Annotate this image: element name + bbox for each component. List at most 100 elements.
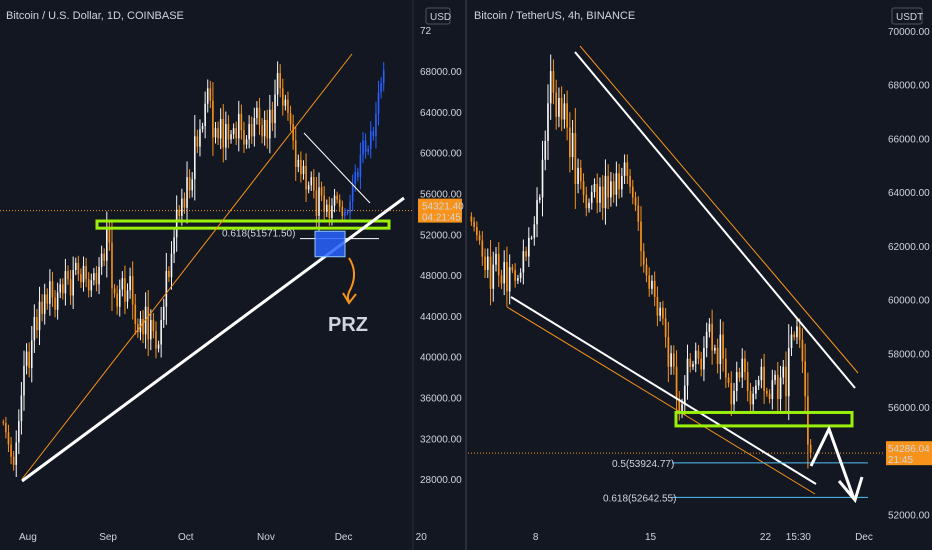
time-tick-label: 22 [760, 532, 772, 543]
candle-body [662, 307, 664, 319]
right-price-tag[interactable]: 54286.04 21:45 [886, 441, 932, 466]
candle-body [790, 334, 793, 348]
candle-body [481, 240, 484, 257]
candle-body [336, 195, 338, 200]
candle-body [593, 183, 596, 193]
candle-body [716, 347, 719, 365]
candle-body [730, 382, 733, 405]
candle-body [201, 126, 204, 130]
candle-body [271, 109, 274, 124]
candle-body [522, 251, 525, 273]
candle-body [774, 374, 776, 381]
price-tick-label: 72 [420, 26, 432, 37]
candle-body [33, 316, 36, 341]
candle-body [503, 261, 506, 284]
candle-body [320, 187, 323, 196]
candle-body [620, 175, 623, 190]
candle-body [741, 358, 744, 378]
right-fib-label-0.5: 0.5(53924.77) [612, 459, 674, 470]
candle-body [776, 374, 779, 400]
candle-body [793, 334, 796, 338]
candle-body [333, 195, 336, 206]
candle-body [274, 94, 276, 124]
candle-body [478, 235, 481, 241]
candle-body [219, 118, 222, 139]
candle-body [235, 128, 238, 139]
candle-body [165, 271, 168, 307]
candle-body [237, 113, 240, 139]
candle-body [549, 71, 552, 104]
left-time-axis: Aug Sep Oct Nov Dec 20 [19, 532, 427, 543]
candle-body [129, 276, 131, 291]
candle-body [746, 372, 749, 391]
candle-body [752, 393, 755, 405]
candle-body [313, 177, 315, 191]
candle-body [292, 124, 294, 141]
right-currency-label: USDT [896, 12, 923, 23]
candle-body [615, 173, 618, 195]
candle-body [629, 175, 631, 187]
candle-body [307, 185, 310, 190]
candle-body [380, 83, 382, 93]
candle-body [719, 334, 722, 365]
candle-body [566, 103, 568, 128]
left-chart: 0.618(51571.50) PRZ 72 68000.00 64000.00 60… [0, 0, 464, 550]
candle-body [126, 290, 129, 302]
candle-body [577, 167, 579, 184]
candle-body [486, 256, 489, 270]
candle-body [72, 270, 74, 296]
candle-body [98, 266, 100, 285]
candle-body [536, 200, 538, 225]
candle-body [294, 140, 297, 167]
candle-body [582, 181, 585, 195]
candle-body [289, 112, 292, 125]
right-countdown: 21:45 [888, 455, 913, 466]
candle-body [519, 272, 522, 279]
candle-body [634, 197, 637, 206]
candle-body [173, 237, 175, 254]
candle-body [755, 385, 757, 394]
right-currency-badge [891, 7, 923, 25]
right-lower-trendline [510, 296, 817, 485]
candle-body [263, 120, 266, 137]
candle-body [243, 130, 245, 145]
candle-body [113, 288, 116, 294]
candle-body [552, 71, 555, 93]
candle-body [196, 136, 199, 147]
candle-body [372, 131, 375, 137]
left-currency-label: USD [430, 12, 451, 23]
left-candles [2, 61, 385, 477]
right-upper-channel [579, 45, 859, 374]
candle-body [738, 372, 741, 378]
candle-body [637, 205, 640, 222]
candle-body [612, 181, 615, 195]
candle-body [653, 280, 656, 297]
candle-body [36, 316, 38, 331]
candle-body [25, 351, 28, 366]
candle-body [38, 301, 41, 331]
price-tick-label: 56000.00 [888, 403, 930, 414]
candle-body [46, 294, 49, 304]
candle-body [809, 444, 812, 453]
candle-body [533, 224, 536, 238]
candle-body [300, 159, 302, 175]
right-time-axis: 8 15 22 15:30 Dec [533, 532, 873, 543]
candle-body [69, 279, 72, 296]
candle-body [768, 393, 771, 400]
candle-body [106, 228, 108, 261]
candle-body [344, 211, 346, 216]
price-tick-label: 70000.00 [888, 27, 930, 38]
candle-body [85, 265, 87, 280]
candle-body [760, 366, 763, 381]
candle-body [798, 326, 801, 340]
candle-body [779, 377, 782, 400]
candle-body [30, 340, 33, 368]
candle-body [497, 253, 500, 276]
candle-body [204, 103, 206, 127]
candle-body [160, 320, 162, 345]
left-price-tag[interactable]: 54321.40 04:21:45 [418, 198, 464, 224]
candle-body [90, 280, 93, 291]
candle-body [771, 380, 774, 400]
candle-body [261, 125, 263, 137]
left-chart-title: Bitcoin / U.S. Dollar, 1D, COINBASE [6, 10, 184, 22]
